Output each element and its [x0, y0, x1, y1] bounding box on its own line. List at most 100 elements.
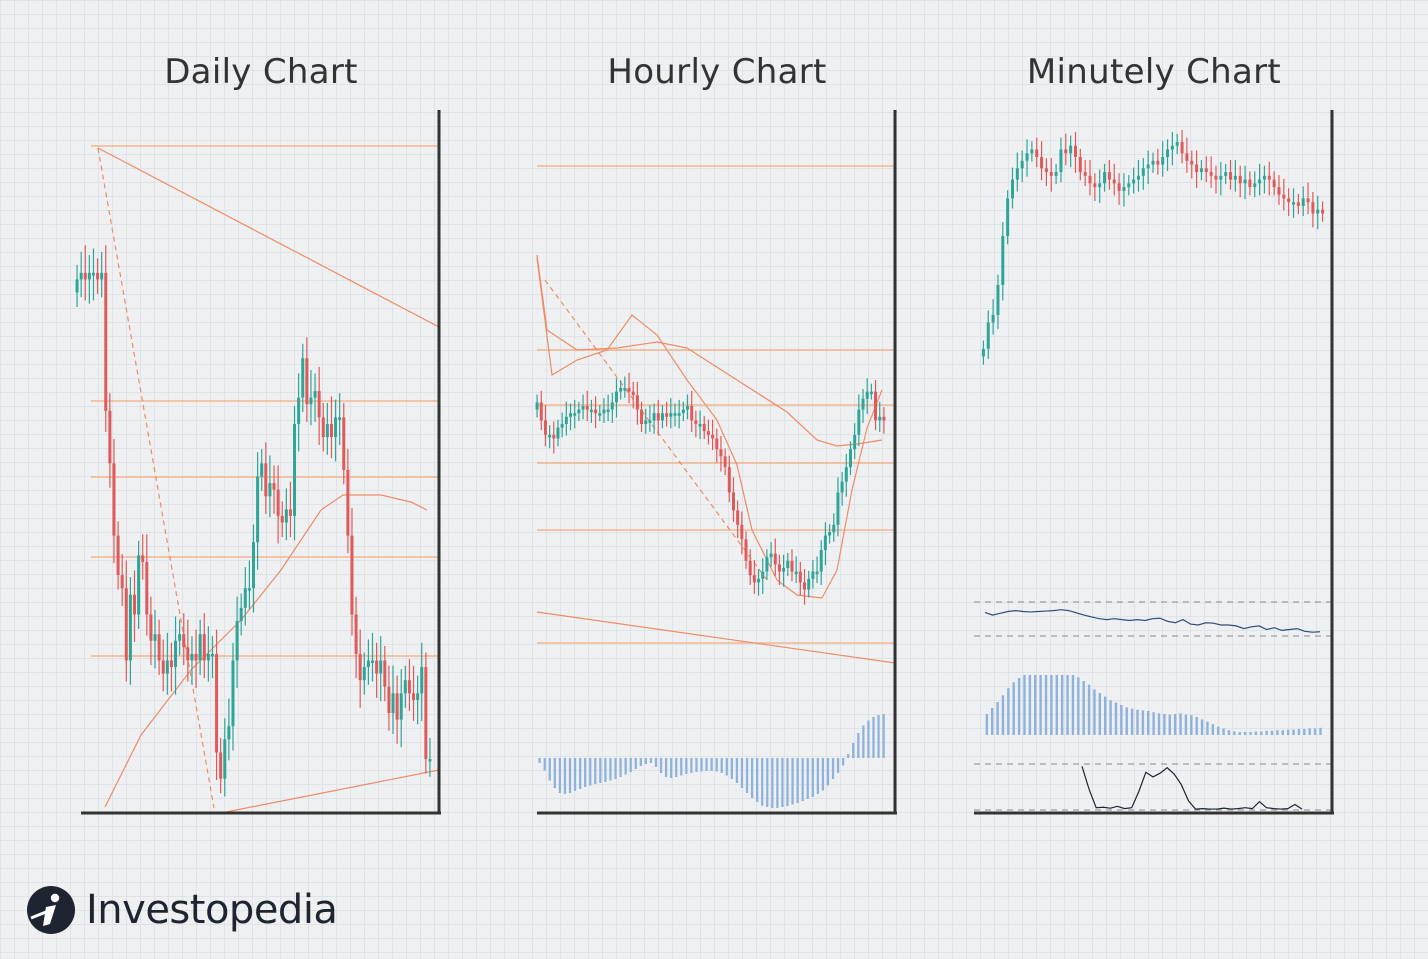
- minutely-histogram-bar: [1308, 728, 1311, 735]
- daily-candle-body: [346, 469, 350, 536]
- minutely-candle-body: [1161, 157, 1165, 165]
- hourly-histogram-bar: [594, 758, 597, 784]
- hourly-candle-body: [807, 578, 811, 590]
- daily-candle-body: [272, 483, 276, 490]
- daily-candle-body: [252, 542, 255, 589]
- minutely-candle-body: [1020, 160, 1024, 169]
- hourly-candle-body: [836, 492, 840, 525]
- hourly-candle-body: [719, 449, 723, 457]
- hourly-candle-body: [869, 391, 873, 395]
- minutely-candle-body: [1282, 194, 1286, 199]
- hourly-candle-body: [535, 402, 539, 410]
- minutely-stochastic-line: [1081, 766, 1303, 810]
- minutely-candle-body: [1010, 179, 1014, 199]
- hourly-histogram-bar: [624, 758, 627, 775]
- minutely-candle-body: [1001, 236, 1005, 285]
- minutely-candle-body: [1078, 157, 1082, 173]
- hourly-histogram-bar: [867, 720, 870, 758]
- minutely-histogram-bar: [1260, 731, 1263, 735]
- hourly-candle-body: [652, 413, 656, 421]
- hourly-candle-body: [819, 550, 823, 572]
- hourly-candle-body: [786, 560, 790, 568]
- daily-candle-body: [366, 660, 370, 668]
- hourly-histogram-bar: [690, 758, 693, 773]
- investopedia-logo[interactable]: Investopedia: [26, 884, 338, 936]
- minutely-candle-body: [1316, 209, 1320, 214]
- hourly-candle-body: [552, 434, 556, 439]
- minutely-candle-body: [1030, 149, 1034, 154]
- minutely-histogram-bar: [1060, 675, 1064, 735]
- minutely-candle-body: [1301, 198, 1305, 206]
- hourly-histogram-bar: [654, 758, 658, 767]
- minutely-histogram-bar: [1276, 730, 1279, 735]
- hourly-candle-body: [874, 391, 878, 421]
- hourly-histogram-bar: [584, 758, 587, 787]
- minutely-candle-body: [1146, 164, 1150, 169]
- minutely-histogram-bar: [1082, 681, 1085, 735]
- hourly-histogram-bar: [664, 758, 668, 777]
- hourly-candle-body: [736, 510, 740, 525]
- hourly-candle-body: [698, 424, 702, 427]
- hourly-candle-body: [669, 413, 673, 417]
- daily-candle-body: [321, 417, 325, 438]
- hourly-histogram-bar: [649, 758, 653, 763]
- minutely-histogram-bar: [996, 702, 999, 735]
- hourly-histogram-bar: [811, 758, 814, 797]
- minutely-candle-body: [1006, 198, 1010, 236]
- minutely-candle-body: [1214, 175, 1218, 180]
- daily-candle-body: [338, 417, 342, 420]
- hourly-candle-body: [627, 388, 631, 392]
- minutely-candle-body: [986, 322, 990, 349]
- minutely-histogram-bar: [1050, 675, 1053, 735]
- hourly-histogram-bar: [700, 758, 703, 772]
- minutely-candle-body: [1258, 179, 1262, 184]
- hourly-candle-body: [644, 420, 648, 424]
- minutely-candle-body: [1272, 179, 1276, 188]
- hourly-histogram-bar: [872, 717, 875, 758]
- daily-candle-body: [141, 555, 145, 562]
- hourly-histogram-bar: [826, 758, 830, 786]
- hourly-candle-body: [794, 571, 798, 575]
- daily-moving-average: [104, 494, 428, 808]
- daily-candle-body: [309, 397, 313, 405]
- daily-support-trendline: [220, 769, 440, 814]
- hourly-histogram-bar: [730, 758, 733, 779]
- hourly-histogram-bar: [882, 714, 885, 758]
- daily-candle-body: [428, 759, 432, 762]
- minutely-candle-body: [1136, 175, 1140, 180]
- daily-candle-body: [83, 272, 87, 280]
- hourly-histogram-bar: [786, 758, 789, 806]
- minutely-histogram-bar: [1265, 730, 1268, 735]
- hourly-histogram-bar: [578, 758, 582, 789]
- hourly-candle-body: [681, 409, 685, 414]
- hourly-chart-title: Hourly Chart: [607, 52, 827, 92]
- hourly-candle-body: [848, 449, 852, 468]
- minutely-candle-body: [1103, 172, 1107, 184]
- hourly-candle-body: [569, 413, 573, 417]
- hourly-candle-body: [585, 406, 589, 410]
- minutely-histogram-bar: [990, 708, 994, 735]
- minutely-histogram-bar: [1211, 724, 1215, 735]
- hourly-histogram-bar: [609, 758, 612, 781]
- hourly-candle-body: [581, 406, 585, 410]
- hourly-candle-body: [752, 575, 756, 583]
- hourly-histogram-bar: [639, 758, 642, 766]
- minutely-candle-body: [1199, 168, 1203, 173]
- hourly-candle-body: [673, 413, 677, 416]
- hourly-candle-body: [773, 553, 777, 565]
- investopedia-i-icon: [27, 886, 75, 934]
- minutely-candle-body: [1141, 168, 1145, 176]
- daily-candle-body: [260, 463, 264, 477]
- minutely-candle-body: [1253, 183, 1257, 188]
- hourly-candle-body: [823, 535, 827, 550]
- hourly-histogram-bar: [629, 758, 632, 772]
- minutely-candle-body: [1233, 175, 1237, 180]
- daily-candle-body: [210, 653, 214, 657]
- daily-candle-body: [91, 272, 95, 276]
- daily-candle-body: [412, 693, 416, 700]
- hourly-candle-body: [665, 413, 669, 417]
- daily-candle-body: [169, 660, 173, 668]
- minutely-histogram-bar: [1017, 678, 1021, 735]
- hourly-candle-body: [606, 409, 610, 413]
- hourly-histogram-bar: [796, 758, 799, 803]
